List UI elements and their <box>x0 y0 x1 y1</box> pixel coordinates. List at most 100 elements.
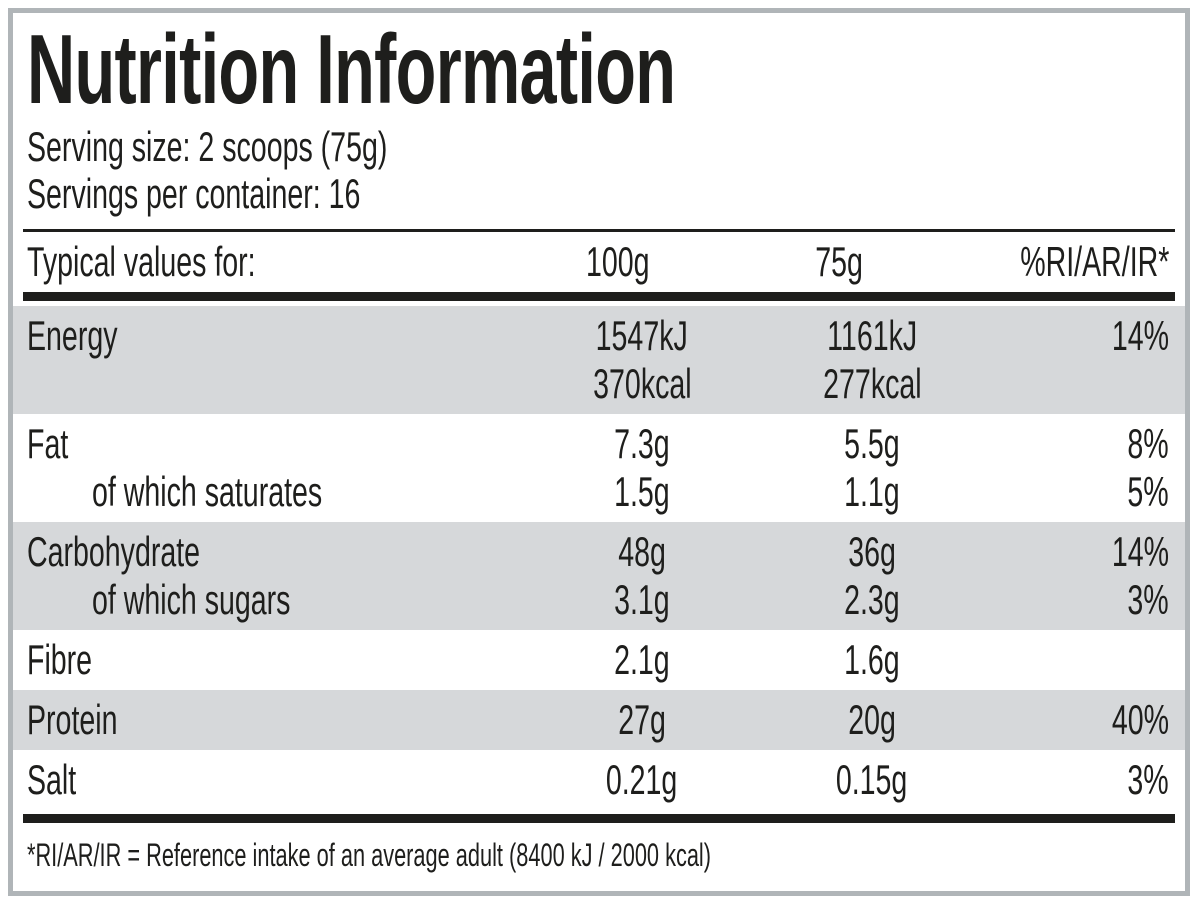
row-of-which-sugars: of which sugars 3.1g 2.3g 3% <box>13 576 1185 624</box>
serving-size: Serving size: 2 scoops (75g) <box>13 123 1185 170</box>
row-group-carbohydrate: Carbohydrate 48g 36g 14% of which sugars… <box>13 522 1185 630</box>
row-group-fibre: Fibre 2.1g 1.6g <box>13 630 1185 690</box>
value-100g-text: 7.3g <box>614 420 670 467</box>
table-header-row: Typical values for: 100g 75g %RI/AR/IR* <box>13 232 1185 292</box>
footnote: *RI/AR/IR = Reference intake of an avera… <box>13 823 1185 873</box>
nutrient-name-text: Salt <box>27 756 77 803</box>
row-group-energy: Energy 1547kJ 370kcal 1161kJ 277kcal 14% <box>13 306 1185 414</box>
value-100g: 48g <box>527 528 757 576</box>
column-header-100g: 100g <box>508 238 729 286</box>
value-100g-line2: 370kcal <box>527 360 757 408</box>
column-header-typical-values: Typical values for: <box>27 238 508 286</box>
value-100g: 3.1g <box>527 576 757 624</box>
value-100g-kcal: 370kcal <box>592 360 692 407</box>
value-75g-text: 2.3g <box>844 576 900 623</box>
value-75g: 5.5g <box>757 420 987 468</box>
ri-value-text: 3% <box>1127 576 1169 623</box>
value-100g-text: 3.1g <box>614 576 670 623</box>
value-75g-line1: 1161kJ <box>757 312 987 360</box>
value-75g: 2.3g <box>757 576 987 624</box>
value-100g-text: 0.21g <box>606 756 678 803</box>
value-75g: 1161kJ 277kcal <box>757 312 987 408</box>
ri-value-text: 5% <box>1127 468 1169 515</box>
value-75g: 0.15g <box>757 756 987 804</box>
footnote-text: *RI/AR/IR = Reference intake of an avera… <box>27 837 712 873</box>
divider-thick-top <box>23 292 1175 301</box>
column-header-ri: %RI/AR/IR* <box>950 238 1169 286</box>
nutrient-name: Salt <box>27 756 527 804</box>
ri-value <box>987 636 1169 684</box>
row-carbohydrate: Carbohydrate 48g 36g 14% <box>13 528 1185 576</box>
value-100g: 1547kJ 370kcal <box>527 312 757 408</box>
value-75g-text: 5.5g <box>844 420 900 467</box>
nutrient-name-text: of which sugars <box>92 576 291 623</box>
ri-value: 40% <box>987 696 1169 744</box>
row-of-which-saturates: of which saturates 1.5g 1.1g 5% <box>13 468 1185 516</box>
value-75g-text: 36g <box>848 528 896 575</box>
nutrient-name: of which sugars <box>27 576 527 624</box>
nutrition-label: Nutrition Information Serving size: 2 sc… <box>8 8 1190 896</box>
nutrient-name-text: Fat <box>27 420 69 467</box>
ri-value: 8% <box>987 420 1169 468</box>
value-75g: 36g <box>757 528 987 576</box>
ri-value-text: 14% <box>1111 312 1169 359</box>
divider-thin <box>23 229 1175 232</box>
value-100g: 1.5g <box>527 468 757 516</box>
servings-per-container-text: Servings per container: 16 <box>27 170 361 217</box>
value-75g-line2: 277kcal <box>757 360 987 408</box>
label-title: Nutrition Information <box>27 14 1171 124</box>
value-100g: 7.3g <box>527 420 757 468</box>
serving-size-text: Serving size: 2 scoops (75g) <box>27 123 388 170</box>
ri-value-text: 3% <box>1127 756 1169 803</box>
nutrient-name: Carbohydrate <box>27 528 527 576</box>
row-salt: Salt 0.21g 0.15g 3% <box>13 756 1185 804</box>
value-75g: 1.1g <box>757 468 987 516</box>
servings-per-container: Servings per container: 16 <box>13 170 1185 217</box>
divider-thick-bottom <box>23 814 1175 823</box>
value-75g-text: 20g <box>848 696 896 743</box>
value-100g-text: 27g <box>618 696 666 743</box>
ri-value: 14% <box>987 312 1169 360</box>
value-100g: 27g <box>527 696 757 744</box>
row-protein: Protein 27g 20g 40% <box>13 696 1185 744</box>
value-100g: 0.21g <box>527 756 757 804</box>
value-75g-kcal: 277kcal <box>822 360 922 407</box>
value-75g-text: 1.1g <box>844 468 900 515</box>
ri-value: 5% <box>987 468 1169 516</box>
ri-value: 14% <box>987 528 1169 576</box>
value-100g-text: 2.1g <box>614 636 670 683</box>
nutrient-name-text: Carbohydrate <box>27 528 201 575</box>
column-header-100g-text: 100g <box>586 238 650 285</box>
column-header-typical-values-text: Typical values for: <box>27 238 256 285</box>
row-fat: Fat 7.3g 5.5g 8% <box>13 420 1185 468</box>
nutrient-name-text: Protein <box>27 696 118 743</box>
nutrient-name: Protein <box>27 696 527 744</box>
row-energy: Energy 1547kJ 370kcal 1161kJ 277kcal 14% <box>13 312 1185 408</box>
value-75g: 20g <box>757 696 987 744</box>
column-header-75g-text: 75g <box>815 238 863 285</box>
value-100g-kj: 1547kJ <box>595 312 689 359</box>
row-group-salt: Salt 0.21g 0.15g 3% <box>13 750 1185 810</box>
column-header-75g: 75g <box>729 238 950 286</box>
ri-value: 3% <box>987 576 1169 624</box>
column-header-ri-text: %RI/AR/IR* <box>1019 238 1169 285</box>
value-75g-text: 0.15g <box>836 756 908 803</box>
ri-value: 3% <box>987 756 1169 804</box>
value-100g-text: 48g <box>618 528 666 575</box>
value-100g: 2.1g <box>527 636 757 684</box>
row-fibre: Fibre 2.1g 1.6g <box>13 636 1185 684</box>
nutrient-name: Fibre <box>27 636 527 684</box>
label-title-text: Nutrition Information <box>27 14 676 124</box>
value-75g-text: 1.6g <box>844 636 900 683</box>
nutrient-name-text: Fibre <box>27 636 93 683</box>
nutrient-name-text: of which saturates <box>92 468 323 515</box>
ri-value-text: 40% <box>1111 696 1169 743</box>
nutrient-name: Fat <box>27 420 527 468</box>
nutrient-name: of which saturates <box>27 468 527 516</box>
value-75g-kj: 1161kJ <box>827 312 917 359</box>
ri-value-text: 14% <box>1111 528 1169 575</box>
value-100g-text: 1.5g <box>614 468 670 515</box>
ri-value-text: 8% <box>1127 420 1169 467</box>
nutrient-name: Energy <box>27 312 527 360</box>
